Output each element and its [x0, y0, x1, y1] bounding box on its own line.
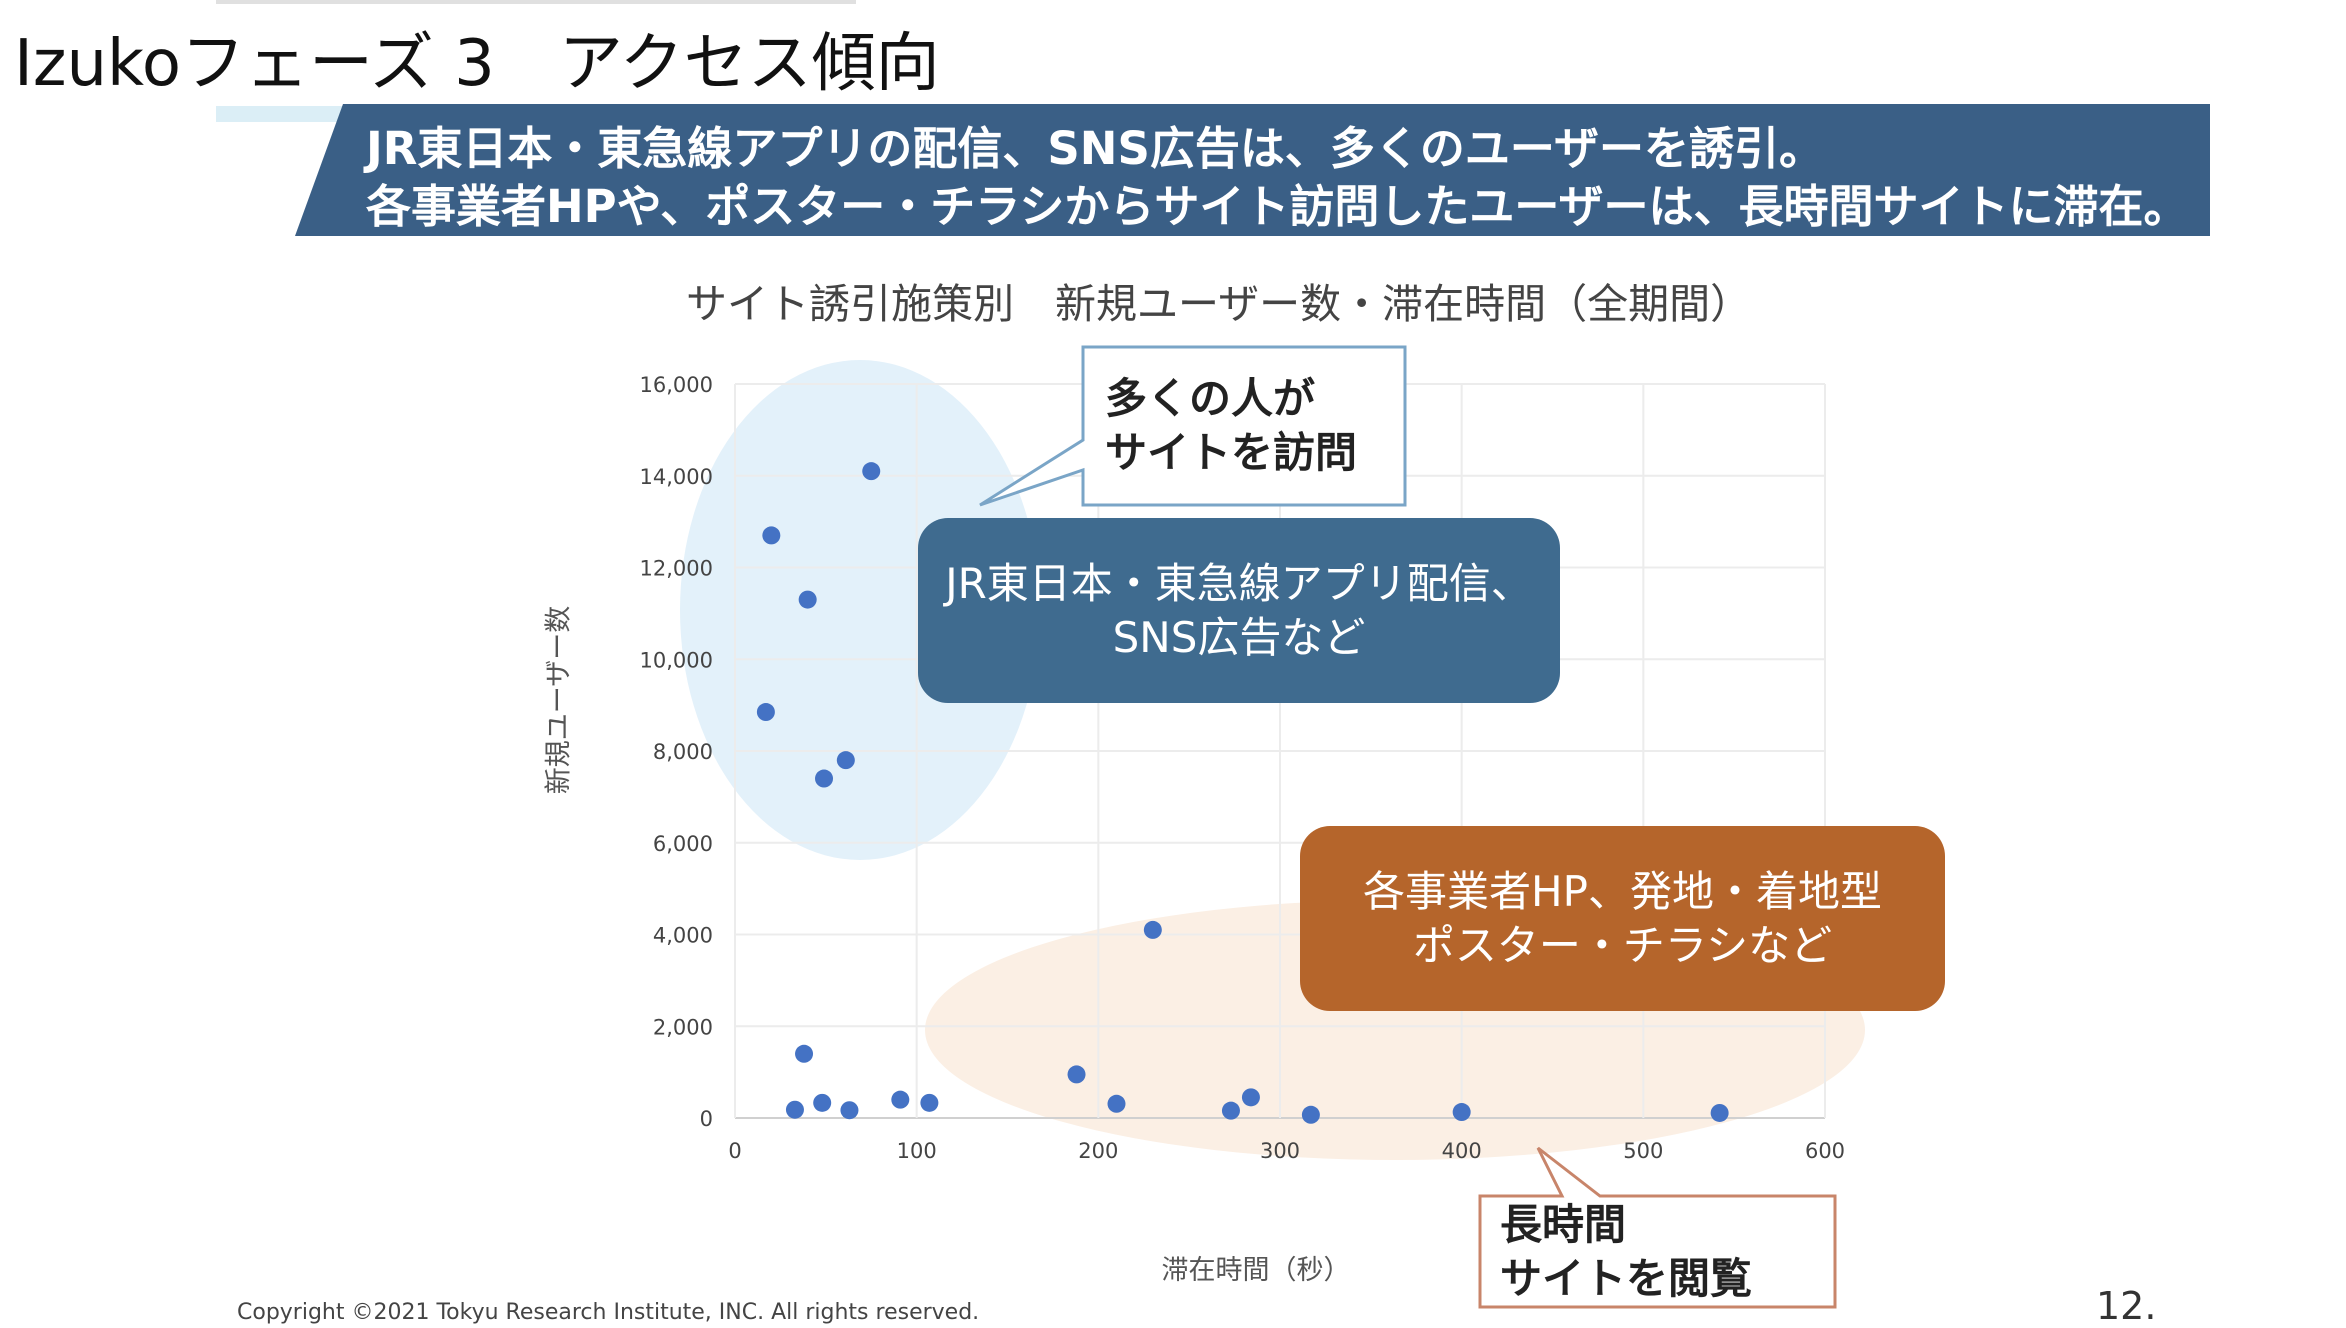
scatter-point: [1241, 1088, 1260, 1107]
chart-title: サイト誘引施策別 新規ユーザー数・滞在時間（全期間）: [686, 280, 1752, 328]
banner-line-1: JR東日本・東急線アプリの配信、SNS広告は、多くのユーザーを誘引。: [366, 122, 1824, 175]
banner-line-2: 各事業者HPや、ポスター・チラシからサイト訪問したユーザーは、長時間サイトに滞在…: [366, 180, 2189, 233]
y-tick-label: 6,000: [653, 832, 713, 856]
x-tick-label: 200: [1078, 1139, 1118, 1163]
scatter-point: [1107, 1094, 1126, 1113]
y-tick-label: 16,000: [640, 373, 713, 397]
bottom-callout-text: 長時間 サイトを閲覧: [1500, 1198, 1752, 1306]
scatter-point: [815, 769, 834, 788]
orange-group-label: 各事業者HP、発地・着地型 ポスター・チラシなど: [1300, 826, 1945, 1011]
scatter-point: [891, 1090, 910, 1109]
scatter-point: [1452, 1103, 1471, 1122]
top-callout-line-2: サイトを訪問: [1105, 428, 1358, 477]
x-axis-label: 滞在時間（秒）: [1161, 1255, 1351, 1286]
bottom-callout-bubble: [1478, 1146, 1837, 1309]
scatter-point: [862, 462, 881, 481]
blue-group-line-2: SNS広告など: [1112, 612, 1366, 662]
bottom-callout-line-1: 長時間: [1500, 1200, 1627, 1249]
data-points: [756, 462, 1729, 1124]
scatter-point: [762, 526, 781, 545]
y-tick-label: 0: [700, 1107, 713, 1131]
page-number: 12.: [2096, 1284, 2157, 1328]
scatter-point: [813, 1093, 832, 1112]
headline-banner: [295, 104, 2210, 236]
y-tick-label: 10,000: [640, 648, 713, 672]
title-underline: [216, 0, 856, 4]
top-callout-bubble: [979, 345, 1407, 507]
scatter-point: [1143, 920, 1162, 939]
top-callout-line-1: 多くの人が: [1105, 374, 1316, 423]
x-tick-label: 500: [1623, 1139, 1663, 1163]
scatter-point: [795, 1044, 814, 1063]
y-tick-label: 4,000: [653, 924, 713, 948]
x-tick-label: 600: [1805, 1139, 1845, 1163]
scatter-point: [920, 1093, 939, 1112]
page-title: Izukoフェーズ 3 アクセス傾向: [14, 27, 940, 101]
scatter-point: [798, 590, 817, 609]
x-tick-label: 0: [728, 1139, 741, 1163]
x-tick-label: 400: [1442, 1139, 1482, 1163]
scatter-point: [785, 1100, 804, 1119]
y-tick-label: 12,000: [640, 557, 713, 581]
blue-group-line-1: JR東日本・東急線アプリ配信、: [945, 558, 1533, 608]
orange-group-line-2: ポスター・チラシなど: [1412, 920, 1833, 970]
blue-group-label: JR東日本・東急線アプリ配信、 SNS広告など: [918, 518, 1560, 703]
scatter-point: [840, 1101, 859, 1120]
orange-group-line-1: 各事業者HP、発地・着地型: [1363, 866, 1882, 916]
y-tick-label: 2,000: [653, 1015, 713, 1039]
scatter-point: [1221, 1101, 1240, 1120]
scatter-point: [756, 703, 775, 722]
scatter-point: [1067, 1065, 1086, 1084]
scatter-point: [836, 751, 855, 770]
x-tick-label: 100: [897, 1139, 937, 1163]
bottom-callout-line-2: サイトを閲覧: [1500, 1254, 1753, 1303]
tick-label-layer: 0 2,000 4,000 6,000 8,000 10,000 12,000 14,000 1…: [640, 373, 1846, 1163]
blue-group-ellipse: [680, 360, 1040, 860]
scatter-point: [1710, 1103, 1729, 1122]
y-tick-label: 8,000: [653, 740, 713, 764]
y-tick-label: 14,000: [640, 465, 713, 489]
x-tick-label: 300: [1260, 1139, 1300, 1163]
scatter-point: [1301, 1105, 1320, 1124]
copyright-notice: Copyright ©2021 Tokyu Research Institute…: [237, 1300, 980, 1325]
top-callout-text: 多くの人が サイトを訪問: [1105, 372, 1357, 480]
